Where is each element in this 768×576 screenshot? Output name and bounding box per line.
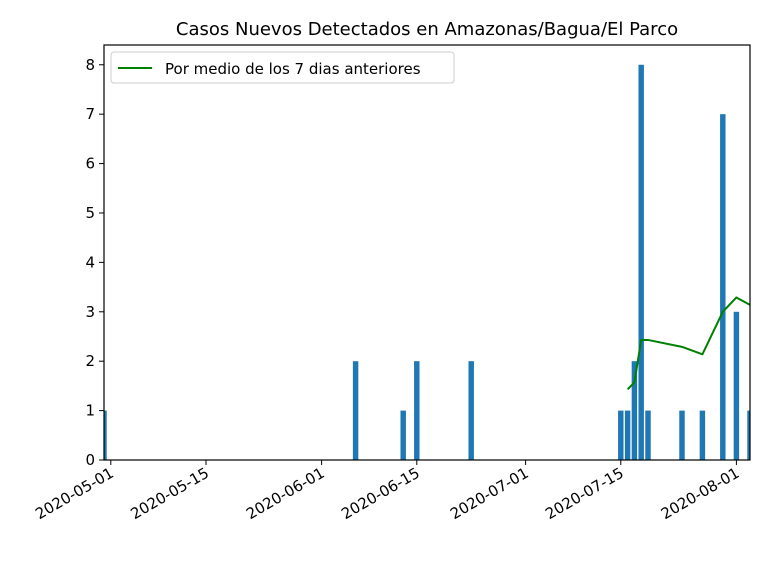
y-tick-label: 6 (85, 155, 95, 173)
lines-layer (626, 296, 751, 391)
y-tick-label: 8 (85, 56, 95, 74)
y-tick-label: 1 (85, 402, 95, 420)
y-tick-label: 3 (85, 303, 95, 321)
bar (699, 410, 706, 460)
bar (733, 311, 740, 460)
x-tick-label: 2020-07-15 (542, 464, 627, 523)
y-tick-label: 0 (85, 451, 95, 469)
legend: Por medio de los 7 dias anteriores (110, 51, 455, 84)
bar (352, 361, 359, 460)
bar (468, 361, 474, 460)
x-tick-label: 2020-05-15 (127, 464, 212, 523)
bar (624, 410, 631, 460)
bar (747, 410, 750, 460)
bar (645, 410, 651, 460)
x-axis: 2020-05-01 2020-05-15 2020-06-01 2020-06-15… (32, 460, 742, 523)
y-tick-label: 4 (85, 253, 95, 271)
bar (104, 410, 107, 460)
y-tick-label: 7 (85, 105, 95, 123)
bar (400, 410, 406, 460)
x-tick-label: 2020-06-01 (243, 464, 328, 523)
y-axis: 0 1 2 3 4 5 6 7 8 (85, 56, 104, 469)
series-line (626, 296, 751, 391)
plot-frame (103, 44, 751, 461)
y-tick-label: 5 (85, 204, 95, 222)
legend-box (110, 51, 455, 84)
bar (414, 361, 420, 460)
legend-label: Por medio de los 7 dias anteriores (165, 60, 421, 78)
x-tick-label: 2020-05-01 (32, 464, 117, 523)
bar (679, 410, 685, 460)
bar (720, 114, 726, 461)
chart-title: Casos Nuevos Detectados en Amazonas/Bagu… (176, 19, 678, 40)
x-tick-label: 2020-06-15 (338, 464, 423, 523)
bars-layer (104, 64, 750, 461)
y-tick-label: 2 (85, 352, 95, 370)
x-tick-label: 2020-07-01 (447, 464, 532, 523)
bar (618, 410, 624, 460)
bar (631, 361, 638, 460)
x-tick-label: 2020-08-01 (658, 464, 743, 523)
bar (638, 64, 644, 460)
